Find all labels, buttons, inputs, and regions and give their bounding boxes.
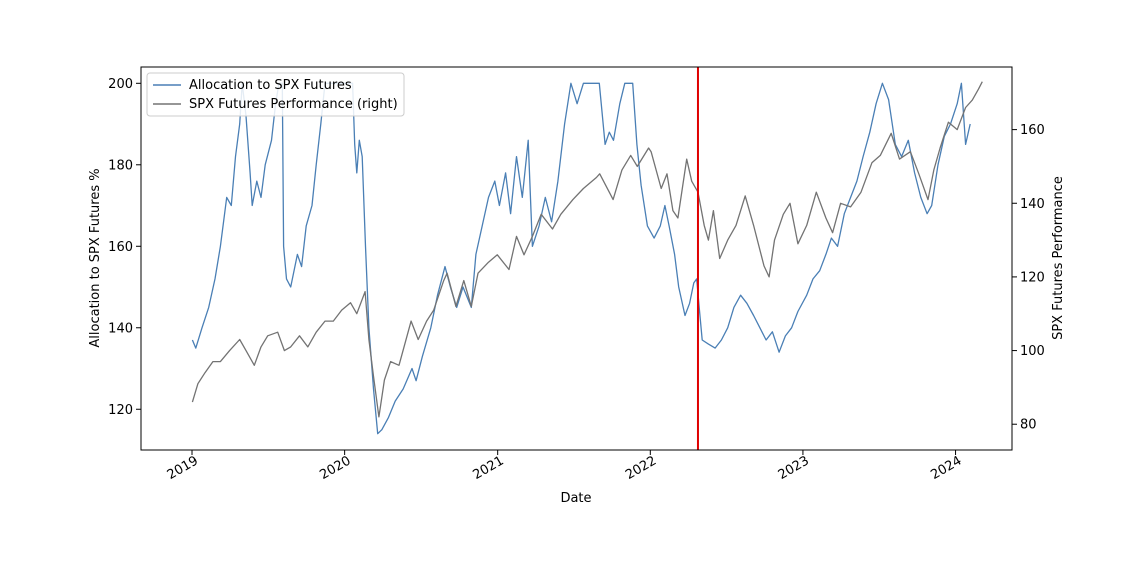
x-tick-label: 2021 xyxy=(470,453,506,483)
legend: Allocation to SPX Futures SPX Futures Pe… xyxy=(146,72,405,117)
y-right-tick-label: 160 xyxy=(1020,123,1045,138)
legend-box xyxy=(146,72,405,117)
series-line-spx-performance xyxy=(191,81,983,418)
y-right-tick-label: 120 xyxy=(1020,270,1045,285)
y-right-tick-label: 140 xyxy=(1020,197,1045,212)
y-left-tick-label: 140 xyxy=(108,321,133,336)
plot-frame xyxy=(140,66,1013,451)
x-tick-label: 2020 xyxy=(317,453,353,483)
y-right-tick-label: 80 xyxy=(1020,418,1037,433)
legend-label-allocation: Allocation to SPX Futures xyxy=(189,78,352,93)
y-left-tick-label: 120 xyxy=(108,403,133,418)
x-tick-label: 2024 xyxy=(928,453,964,483)
y-left-tick-label: 200 xyxy=(108,77,133,92)
y-right-tick-label: 100 xyxy=(1020,344,1045,359)
series-line-allocation xyxy=(191,82,971,435)
x-axis-label: Date xyxy=(560,491,591,506)
x-tick-label: 2019 xyxy=(165,453,201,483)
x-tick-label: 2023 xyxy=(776,453,812,483)
y-left-tick-label: 180 xyxy=(108,158,133,173)
legend-label-spx-performance: SPX Futures Performance (right) xyxy=(189,97,398,112)
y-axis-right-label: SPX Futures Performance xyxy=(1051,176,1066,340)
y-axis-left-label: Allocation to SPX Futures % xyxy=(88,168,103,347)
y-left-tick-label: 160 xyxy=(108,240,133,255)
x-tick-label: 2022 xyxy=(623,453,659,483)
